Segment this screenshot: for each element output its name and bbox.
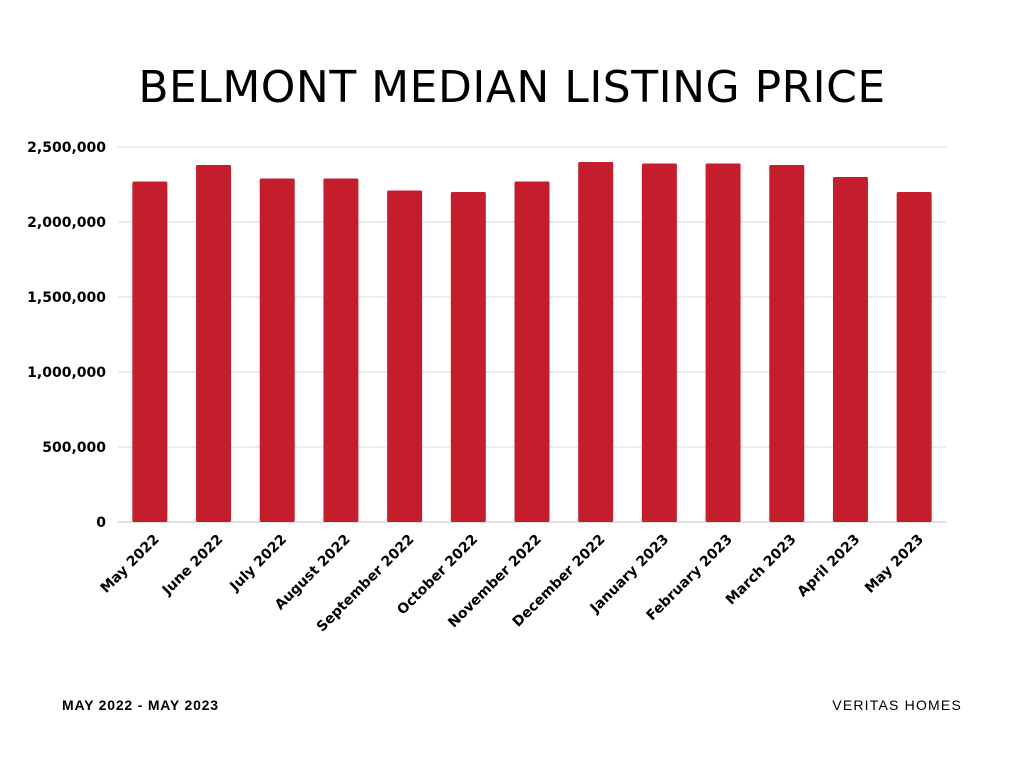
y-tick-label: 1,000,000 bbox=[27, 365, 106, 381]
bar bbox=[641, 163, 677, 522]
y-tick-label: 2,500,000 bbox=[27, 140, 106, 156]
bar bbox=[769, 165, 805, 522]
date-range-label: MAY 2022 - MAY 2023 bbox=[62, 697, 219, 713]
bar bbox=[259, 178, 295, 522]
brand-label: VERITAS HOMES bbox=[832, 697, 962, 713]
x-tick-label: May 2022 bbox=[98, 532, 163, 597]
y-tick-label: 1,500,000 bbox=[27, 290, 106, 306]
bar bbox=[323, 178, 359, 522]
bar bbox=[196, 165, 232, 522]
bar bbox=[450, 192, 486, 522]
bar bbox=[132, 181, 168, 522]
x-tick-label: June 2022 bbox=[159, 532, 227, 600]
y-tick-label: 500,000 bbox=[42, 440, 106, 456]
x-tick-label: July 2022 bbox=[226, 532, 290, 596]
y-tick-label: 2,000,000 bbox=[27, 215, 106, 231]
bar bbox=[387, 190, 423, 522]
chart-title: BELMONT MEDIAN LISTING PRICE bbox=[138, 62, 886, 113]
x-tick-label: May 2023 bbox=[862, 532, 927, 597]
bar bbox=[578, 162, 614, 522]
bar bbox=[514, 181, 550, 522]
x-tick-label: April 2023 bbox=[795, 532, 864, 601]
bar bbox=[705, 163, 741, 522]
y-tick-label: 0 bbox=[96, 515, 106, 531]
bar bbox=[896, 192, 932, 522]
bar bbox=[832, 177, 868, 522]
